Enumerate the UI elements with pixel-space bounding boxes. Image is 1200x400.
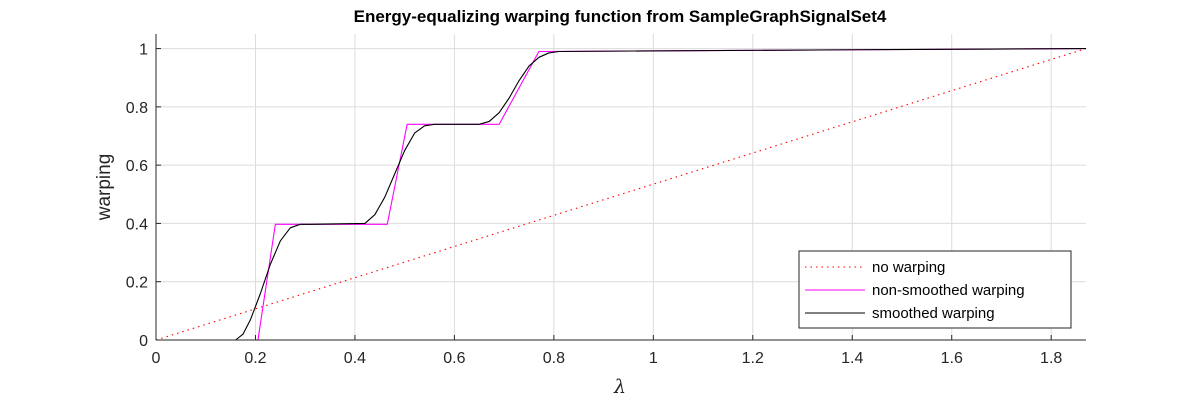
series-line-3 [156,48,1087,341]
x-tick-label: 0.8 [543,350,565,367]
x-tick-label: 1 [649,350,658,367]
y-tick-label: 1 [139,42,148,59]
y-tick-label: 0 [139,333,148,350]
x-tick-label: 0 [152,350,161,367]
y-tick-label: 0.4 [126,216,148,233]
y-tick-label: 0.6 [126,158,148,175]
x-tick-label: 0.2 [244,350,266,367]
legend-label-2: non-smoothed warping [872,282,1025,299]
y-axis-label: warping [94,154,115,222]
x-tick-label: 0.4 [344,350,366,367]
x-tick-label: 1.6 [941,350,963,367]
axes: 0 0.2 0.4 0.6 0.8 1 1.2 1.4 1.6 1.8 0 0.2 0.4 0.6 0.8 1 [126,34,1086,367]
legend-label-3: smoothed warping [872,305,995,322]
chart-title: Energy-equalizing warping function from … [354,7,887,26]
x-tick-label: 1.2 [742,350,764,367]
series-lines [155,48,1087,341]
x-tick-label: 1.8 [1040,350,1062,367]
legend-label-1: no warping [872,259,945,276]
y-tick-label: 0.2 [126,275,148,292]
x-axis-label: λ [613,376,626,398]
y-tick-label: 0.8 [126,100,148,117]
x-tick-label: 0.6 [443,350,465,367]
legend: no warping non-smoothed warping smoothed w… [798,250,1072,329]
x-tick-label: 1.4 [841,350,863,367]
